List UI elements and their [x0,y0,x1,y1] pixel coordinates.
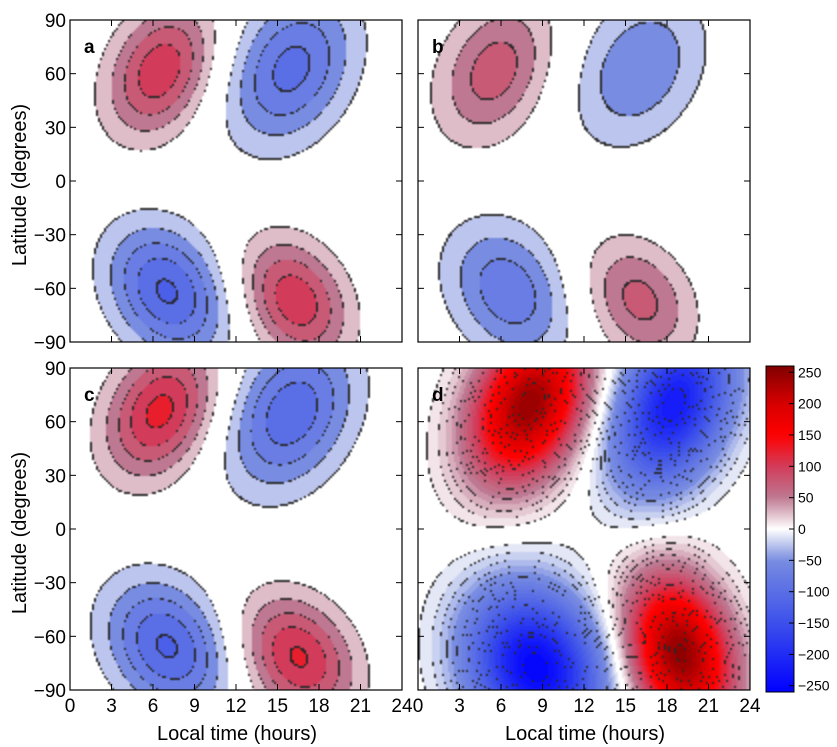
y-tick-label: −30 [34,574,66,595]
x-tick-label: 6 [148,696,159,717]
y-tick-label: −60 [34,627,66,648]
y-tick-label: 60 [45,65,66,86]
y-axis-label-bottom: Latitude (degrees) [9,452,31,614]
colorbar-tick-label: 200 [798,396,822,412]
x-tick-label: 6 [496,696,507,717]
y-tick-label: −60 [34,279,66,300]
colorbar-tick-label: −100 [798,584,830,600]
panel-c-field [70,368,402,690]
panel-b-letter: b [432,37,444,58]
colorbar: 250 200 150 100 50 0 −50 −100 −150 −200 −250 [765,364,830,694]
y-tick-label: 30 [45,466,66,487]
x-tick-label: 3 [106,696,117,717]
x-tick-label: 12 [225,696,246,717]
x-tick-label: 0 [413,696,424,717]
x-tick-label: 21 [350,696,371,717]
panel-d-field [418,368,750,690]
x-tick-label: 18 [656,696,677,717]
y-tick-label: 60 [45,413,66,434]
colorbar-tick-label: 50 [798,490,814,506]
panel-c-letter: c [84,385,95,406]
y-tick-label: 90 [45,359,66,380]
x-tick-label: 3 [454,696,465,717]
colorbar-tick-label: −50 [798,552,822,568]
y-tick-label: 90 [45,11,66,32]
x-tick-label: 12 [573,696,594,717]
panel-d-letter: d [432,385,444,406]
colorbar-tick-label: −250 [798,678,830,694]
y-tick-label: 0 [55,520,66,541]
x-tick-label: 18 [308,696,329,717]
x-tick-label: 15 [267,696,288,717]
colorbar-tick-label: −200 [798,646,830,662]
x-tick-label: 0 [65,696,76,717]
colorbar-tick-label: 0 [798,521,806,537]
x-tick-label: 24 [739,696,761,717]
colorbar-tick-label: 100 [798,458,822,474]
x-tick-label: 21 [698,696,719,717]
x-tick-label: 9 [189,696,200,717]
y-tick-label: 0 [55,172,66,193]
panel-b-field [418,20,750,342]
x-axis-label-right: Local time (hours) [505,723,665,745]
x-tick-label: 15 [615,696,636,717]
panel-a-field [70,20,402,342]
colorbar-tick-label: 250 [798,364,822,380]
colorbar-tick-label: −150 [798,615,830,631]
y-tick-label: −90 [34,681,66,702]
x-tick-label: 24 [391,696,413,717]
x-axis-label-left: Local time (hours) [157,723,317,745]
panel-a-letter: a [84,37,95,58]
y-tick-label: −90 [34,333,66,354]
y-tick-label: 30 [45,118,66,139]
colorbar-tick-label: 150 [798,427,822,443]
panels-group [70,20,750,690]
x-tick-label: 9 [537,696,548,717]
y-axis-label-top: Latitude (degrees) [9,104,31,266]
y-tick-label: −30 [34,226,66,247]
